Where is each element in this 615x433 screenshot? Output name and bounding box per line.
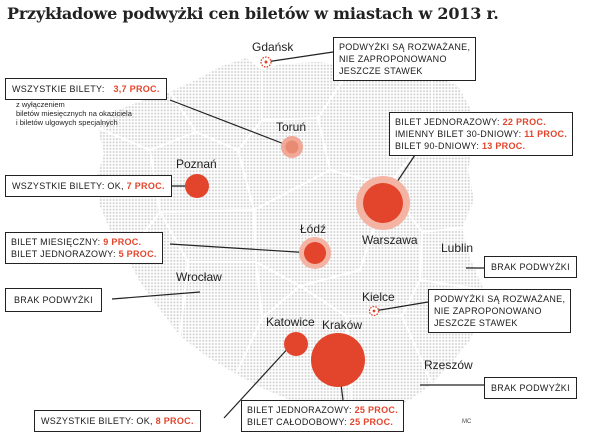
callout-krakow-value-1: 25 proc. <box>354 405 398 415</box>
voivodeship-borders <box>97 65 485 407</box>
callout-warszawa-line-2: Imienny bilet 30-dniowy: 11 proc. <box>395 128 567 140</box>
callout-gdansk: Podwyżki są rozważane, nie zaproponowano… <box>333 37 477 81</box>
callout-kielce: Podwyżki są rozważane, nie zaproponowano… <box>428 289 572 333</box>
callout-warszawa-label-3: Bilet 90-dniowy: <box>395 141 480 151</box>
city-label-lublin: Lublin <box>441 241 474 255</box>
callout-warszawa-line-1: Bilet jednorazowy: 22 proc. <box>395 116 567 128</box>
callout-torun-note-1: z wyłączeniem <box>16 100 65 109</box>
page-title: Przykładowe podwyżki cen biletów w miast… <box>7 4 499 23</box>
callout-torun-note: z wyłączeniem biletów miesięcznych na ok… <box>16 100 132 127</box>
callout-krakow-label-2: Bilet całodobowy: <box>247 417 347 427</box>
callout-torun-note-2: biletów miesięcznych na okaziciela <box>16 109 132 118</box>
callout-krakow-line-2: Bilet całodobowy: 25 proc. <box>247 416 398 428</box>
callout-poznan-value: 7 proc. <box>126 181 165 191</box>
warszawa-marker <box>363 183 403 223</box>
callout-torun: Wszystkie bilety: 3,7 proc. <box>5 78 167 100</box>
callout-lublin: Brak podwyżki <box>484 256 577 278</box>
city-label-wroclaw: Wrocław <box>176 270 222 284</box>
torun-marker <box>285 140 299 154</box>
leader-lines <box>111 51 484 419</box>
callout-warszawa-value-3: 13 proc. <box>481 141 526 151</box>
krakow-marker <box>311 333 365 387</box>
kielce-marker-dot <box>372 309 376 313</box>
callout-torun-note-3: i biletów ulgowych specjalnych <box>16 118 118 127</box>
callout-katowice-value: 8 proc. <box>155 416 194 426</box>
callout-torun-value: 3,7 proc. <box>113 84 160 94</box>
callout-warszawa-line-3: Bilet 90-dniowy: 13 proc. <box>395 140 567 152</box>
author-credit: MC <box>462 419 472 425</box>
city-label-gdansk: Gdańsk <box>252 40 294 54</box>
callout-lodz-line-1: Bilet miesięczny: 9 proc. <box>11 236 157 248</box>
callout-rzeszow-label: Brak podwyżki <box>491 383 570 393</box>
callout-poznan-label: Wszystkie bilety: ok, <box>12 181 124 191</box>
callout-kielce-line-3: jeszcze stawek <box>434 318 518 328</box>
city-label-rzeszow: Rzeszów <box>424 358 473 372</box>
callout-lodz-value-2: 5 proc. <box>118 249 157 259</box>
callout-warszawa: Bilet jednorazowy: 22 proc. Imienny bile… <box>389 112 574 156</box>
city-label-krakow: Kraków <box>322 318 363 332</box>
city-markers <box>185 56 410 387</box>
callout-lodz-line-2: Bilet jednorazowy: 5 proc. <box>11 248 157 260</box>
city-label-katowice: Katowice <box>266 315 315 329</box>
callout-poznan: Wszystkie bilety: ok, 7 proc. <box>5 175 172 197</box>
poznan-marker <box>185 174 209 198</box>
poland-outline <box>96 58 484 412</box>
gdansk-marker-dot <box>264 60 268 64</box>
callout-rzeszow: Brak podwyżki <box>484 377 577 399</box>
callout-krakow-line-1: Bilet jednorazowy: 25 proc. <box>247 404 398 416</box>
callout-torun-label: Wszystkie bilety: <box>12 84 105 94</box>
callout-lodz: Bilet miesięczny: 9 proc. Bilet jednoraz… <box>5 232 163 264</box>
callout-gdansk-line-3: jeszcze stawek <box>339 66 423 76</box>
callout-lodz-value-1: 9 proc. <box>103 237 142 247</box>
katowice-marker <box>284 332 308 356</box>
callout-lodz-label-2: Bilet jednorazowy: <box>11 249 116 259</box>
callout-warszawa-value-1: 22 proc. <box>502 117 546 127</box>
callout-krakow: Bilet jednorazowy: 25 proc. Bilet całodo… <box>241 400 404 432</box>
callout-warszawa-label-2: Imienny bilet 30-dniowy: <box>395 129 522 139</box>
callout-wroclaw-label: Brak podwyżki <box>14 295 93 305</box>
callout-wroclaw: Brak podwyżki <box>5 288 102 312</box>
callout-lublin-label: Brak podwyżki <box>491 262 570 272</box>
callout-katowice-label: Wszystkie bilety: ok, <box>41 416 153 426</box>
lodz-marker <box>304 242 326 264</box>
callout-krakow-label-1: Bilet jednorazowy: <box>247 405 352 415</box>
callout-kielce-line-1: Podwyżki są rozważane, <box>434 294 566 304</box>
callout-gdansk-line-1: Podwyżki są rozważane, <box>339 42 471 52</box>
callout-warszawa-value-2: 11 proc. <box>524 129 568 139</box>
callout-kielce-line-2: nie zaproponowano <box>434 306 542 316</box>
callout-krakow-value-2: 25 proc. <box>349 417 394 427</box>
city-label-poznan: Poznań <box>176 157 217 171</box>
city-label-lodz: Łódź <box>300 222 327 236</box>
city-label-torun: Toruń <box>276 120 307 134</box>
city-label-kielce: Kielce <box>362 290 395 304</box>
callout-gdansk-line-2: nie zaproponowano <box>339 54 447 64</box>
callout-katowice: Wszystkie bilety: ok, 8 proc. <box>34 410 201 432</box>
callout-lodz-label-1: Bilet miesięczny: <box>11 237 101 247</box>
callout-warszawa-label-1: Bilet jednorazowy: <box>395 117 500 127</box>
city-label-warszawa: Warszawa <box>362 233 418 247</box>
